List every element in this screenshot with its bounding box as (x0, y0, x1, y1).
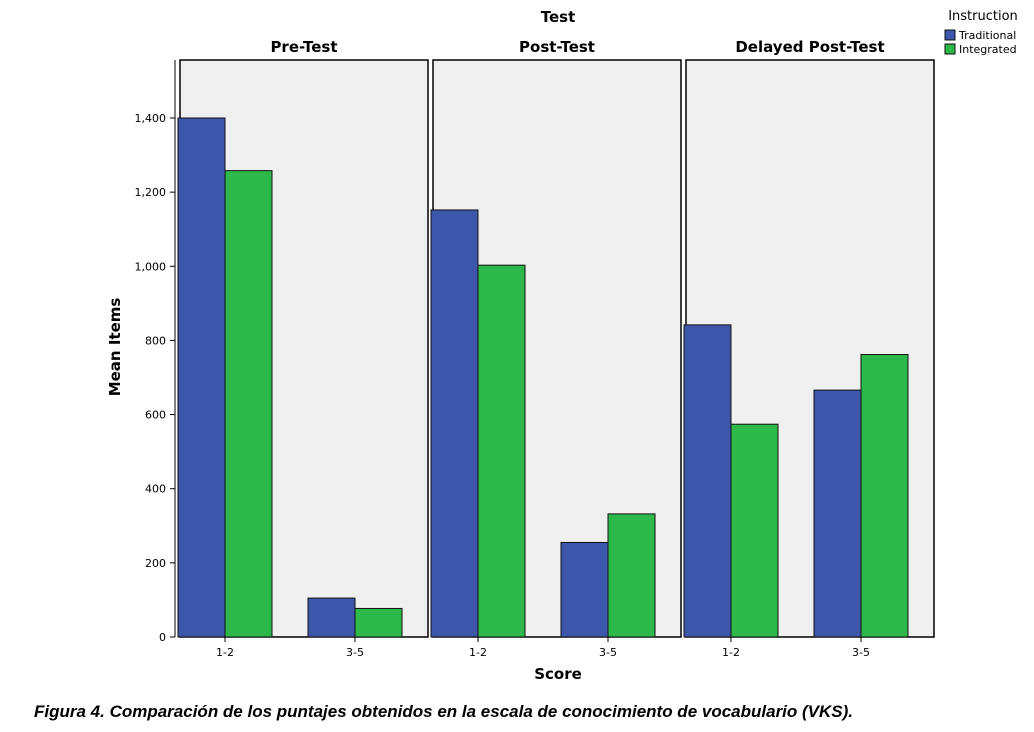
bar-traditional (307, 597, 356, 638)
y-tick-label: 600 (145, 409, 166, 422)
panel: Post-Test 1-2 3-5 (430, 38, 682, 659)
bar-integrated (730, 423, 779, 638)
y-axis-label: Mean Items (106, 298, 124, 397)
bar-traditional (177, 117, 226, 638)
x-tick-label: 1-2 (722, 646, 740, 659)
x-tick-label: 3-5 (852, 646, 870, 659)
y-tick-label: 800 (145, 334, 166, 347)
panel-label: Pre-Test (270, 38, 337, 56)
panel-label: Post-Test (519, 38, 595, 56)
y-tick-label: 0 (159, 631, 166, 644)
bar-traditional (813, 389, 862, 638)
bar-integrated (477, 264, 526, 638)
x-tick-label: 3-5 (599, 646, 617, 659)
legend-title: Instruction (948, 9, 1018, 24)
y-tick-label: 1,400 (135, 112, 167, 125)
y-tick-label: 1,200 (135, 186, 167, 199)
x-axis-label: Score (534, 665, 582, 683)
bar-traditional (560, 541, 609, 638)
bar-traditional (683, 324, 732, 638)
legend-label: Integrated (959, 43, 1017, 56)
legend-label: Traditional (958, 29, 1016, 42)
figure-caption: Figura 4. Comparación de los puntajes ob… (34, 702, 854, 721)
bar-integrated (860, 354, 909, 638)
chart-title: Test (541, 8, 576, 26)
bar-integrated (224, 170, 273, 638)
legend-swatch-traditional (944, 29, 956, 41)
panel: Pre-Test 1-2 3-5 (177, 38, 429, 659)
y-axis: 0 200 400 600 800 1,000 1,200 1,400 (135, 60, 176, 644)
bar-integrated (354, 607, 403, 638)
y-tick-label: 1,000 (135, 260, 167, 273)
y-tick-label: 400 (145, 483, 166, 496)
legend-swatch-integrated (944, 43, 956, 55)
x-tick-label: 3-5 (346, 646, 364, 659)
bar-traditional (430, 209, 479, 638)
x-tick-label: 1-2 (469, 646, 487, 659)
bar-integrated (607, 513, 656, 638)
panel: Delayed Post-Test 1-2 3-5 (683, 38, 935, 659)
y-tick-label: 200 (145, 557, 166, 570)
panel-label: Delayed Post-Test (735, 38, 884, 56)
x-tick-label: 1-2 (216, 646, 234, 659)
faceted-bar-chart: Test Score Mean Items Instruction Tradit… (106, 8, 1018, 683)
